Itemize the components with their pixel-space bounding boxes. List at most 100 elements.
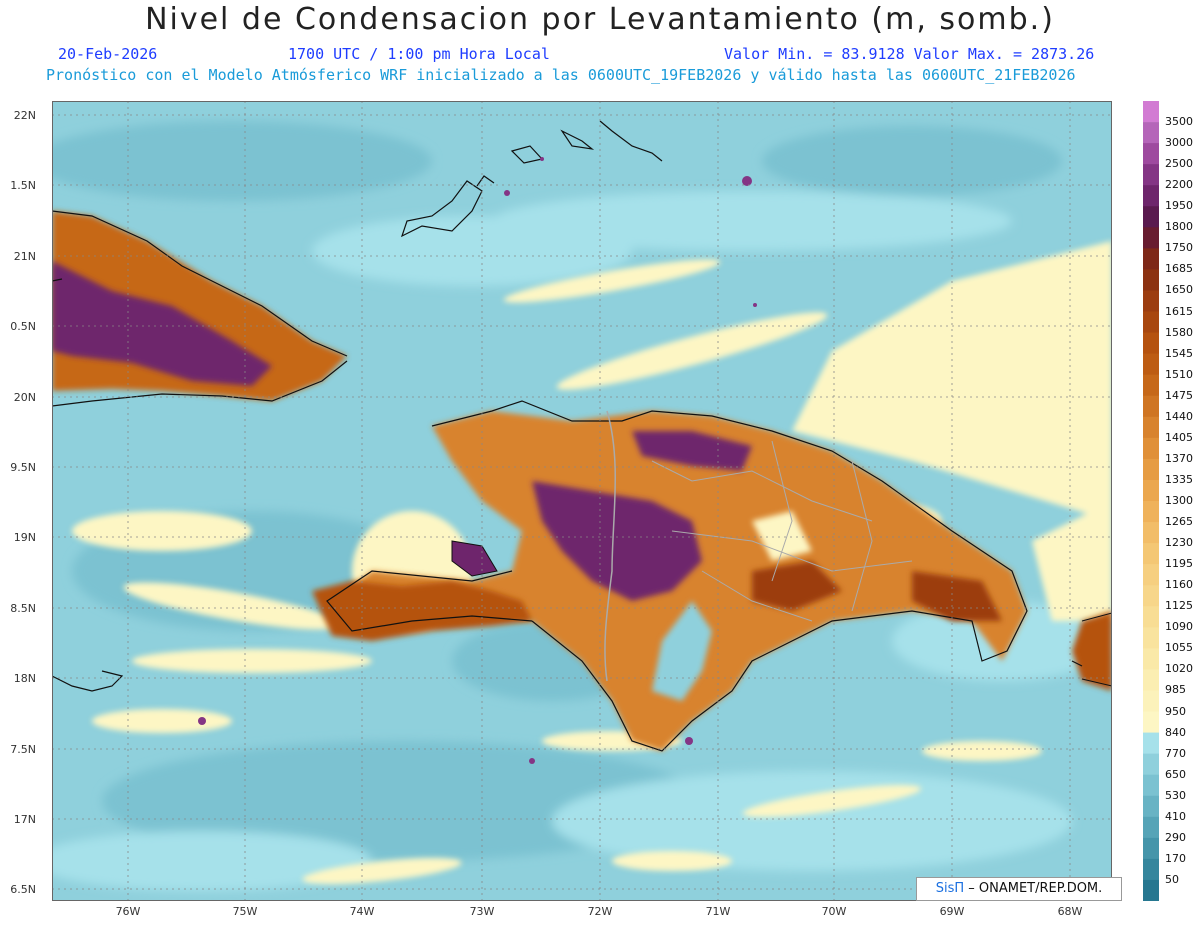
lon-label: 69W: [939, 905, 965, 918]
color-legend: [1143, 101, 1159, 901]
legend-label: 1020: [1165, 662, 1193, 676]
legend-swatch: [1143, 143, 1159, 165]
legend-swatch: [1143, 458, 1159, 481]
legend-label: 1475: [1165, 388, 1193, 402]
legend-label: 985: [1165, 683, 1186, 697]
legend-swatch: [1143, 227, 1159, 249]
legend-label: 1230: [1165, 536, 1193, 550]
lat-label: 22N: [13, 109, 36, 122]
legend-swatch: [1143, 879, 1159, 901]
legend-swatch: [1143, 606, 1159, 628]
puerto-rico-landmass: [1072, 611, 1112, 691]
legend-swatch: [1143, 395, 1159, 418]
small-cells: [198, 157, 757, 764]
legend-label: 1685: [1165, 262, 1193, 276]
lat-label: 9.5N: [10, 461, 36, 474]
lat-label: 20N: [13, 391, 36, 404]
legend-swatch: [1143, 543, 1159, 565]
legend-swatch: [1143, 164, 1159, 186]
legend-label: 50: [1165, 872, 1179, 886]
sispi-logo: SisΠ: [935, 881, 965, 896]
lcl-map: [52, 101, 1112, 901]
lon-label: 75W: [232, 905, 258, 918]
legend-label: 840: [1165, 725, 1186, 739]
legend-label: 1195: [1165, 557, 1193, 571]
legend-swatch: [1143, 416, 1159, 439]
lat-label: 21N: [13, 250, 36, 263]
lon-label: 68W: [1057, 905, 1083, 918]
legend-swatch: [1143, 522, 1159, 544]
legend-swatch: [1143, 774, 1159, 797]
credit-org: – ONAMET/REP.DOM.: [968, 881, 1103, 896]
lat-label: 7.5N: [10, 743, 36, 756]
graticule: [52, 101, 1112, 901]
legend-swatch: [1143, 585, 1159, 607]
legend-swatch: [1143, 501, 1159, 523]
legend-label: 290: [1165, 830, 1186, 844]
legend-swatch: [1143, 479, 1159, 502]
legend-label: 2500: [1165, 157, 1193, 171]
lat-label: 17N: [13, 813, 36, 826]
legend-swatch: [1143, 269, 1159, 291]
legend-label: 650: [1165, 767, 1186, 781]
legend-label: 1370: [1165, 451, 1193, 465]
legend-swatch: [1143, 437, 1159, 460]
legend-label: 1510: [1165, 367, 1193, 381]
legend-label: 1440: [1165, 409, 1193, 423]
legend-swatch: [1143, 858, 1159, 881]
bahamas-islands: [52, 120, 1083, 692]
legend-swatch: [1143, 122, 1159, 144]
credit-box: SisΠ – ONAMET/REP.DOM.: [916, 877, 1122, 901]
legend-label: 1750: [1165, 241, 1193, 255]
lat-label: 6.5N: [10, 883, 36, 896]
legend-swatch: [1143, 206, 1159, 228]
valid-date: 20-Feb-2026: [58, 45, 158, 63]
lon-label: 72W: [587, 905, 613, 918]
legend-label: 1545: [1165, 346, 1193, 360]
forecast-info: Pronóstico con el Modelo Atmósferico WRF…: [46, 66, 1076, 84]
map-frame: [52, 101, 1112, 901]
legend-swatch: [1143, 185, 1159, 207]
legend-swatch: [1143, 311, 1159, 334]
lon-label: 74W: [349, 905, 375, 918]
lon-label: 76W: [115, 905, 141, 918]
lat-label: 18N: [13, 672, 36, 685]
legend-swatch: [1143, 837, 1159, 860]
hispaniola-landmass: [312, 400, 1028, 752]
legend-swatch: [1143, 564, 1159, 586]
lon-label: 70W: [821, 905, 847, 918]
legend-label: 1580: [1165, 325, 1193, 339]
legend-swatch: [1143, 753, 1159, 776]
legend-label: 1090: [1165, 620, 1193, 634]
legend-swatch: [1143, 248, 1159, 270]
legend-label: 530: [1165, 788, 1186, 802]
legend-swatch: [1143, 732, 1159, 755]
legend-swatch: [1143, 374, 1159, 397]
yellow-streaks: [72, 241, 1112, 884]
legend-label: 1615: [1165, 304, 1193, 318]
lat-label: 8.5N: [10, 602, 36, 615]
legend-label: 3000: [1165, 136, 1193, 150]
legend-label: 1405: [1165, 430, 1193, 444]
legend-swatch: [1143, 690, 1159, 713]
legend-label: 2200: [1165, 178, 1193, 192]
legend-label: 1300: [1165, 494, 1193, 507]
map-title: Nivel de Condensacion por Levantamiento …: [145, 2, 1055, 37]
legend-label: 410: [1165, 809, 1186, 823]
legend-label: 1055: [1165, 641, 1193, 655]
legend-label: 1125: [1165, 599, 1193, 613]
legend-label: 770: [1165, 746, 1186, 760]
cuba-landmass: [52, 210, 348, 407]
legend-swatch: [1143, 795, 1159, 818]
lon-label: 71W: [705, 905, 731, 918]
valid-time: 1700 UTC / 1:00 pm Hora Local: [288, 45, 550, 63]
lat-label: 1.5N: [10, 179, 36, 192]
legend-swatch: [1143, 332, 1159, 355]
legend-label: 1160: [1165, 578, 1193, 592]
legend-label: 950: [1165, 704, 1186, 718]
legend-label: 170: [1165, 851, 1186, 865]
legend-swatch: [1143, 353, 1159, 376]
min-max-values: Valor Min. = 83.9128 Valor Max. = 2873.2…: [724, 45, 1095, 63]
legend-label: 1650: [1165, 283, 1193, 297]
lat-label: 19N: [13, 531, 36, 544]
